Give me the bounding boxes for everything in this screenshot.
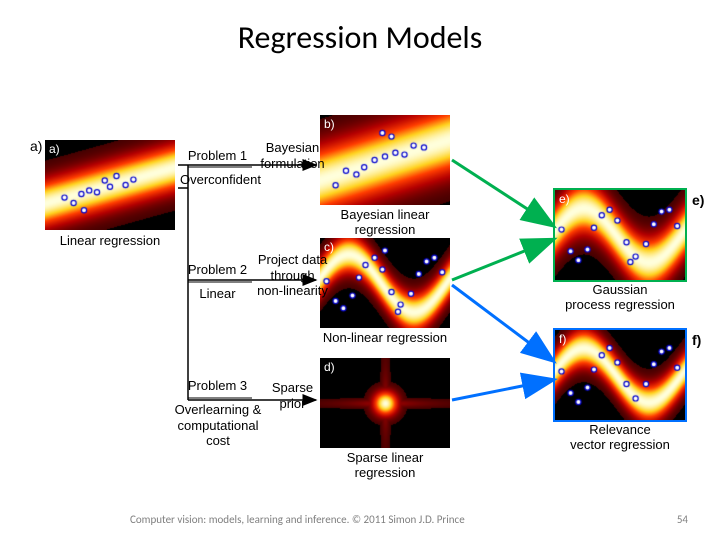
problem-2-title: Problem 2: [180, 262, 255, 278]
panel-a-letter: a): [30, 138, 42, 154]
problem-1-title: Problem 1: [180, 148, 255, 164]
problem-3-issue: Overlearning & computational cost: [168, 402, 268, 449]
footer-citation: Computer vision: models, learning and in…: [130, 513, 465, 526]
panel-f: f): [555, 330, 685, 420]
problem-3-fix: Sparse prior: [255, 380, 330, 411]
problem-2-fix: Project data through non-linearity: [255, 252, 330, 299]
panel-a: a): [45, 140, 175, 230]
panel-b-letter: b): [324, 117, 335, 131]
panel-d-caption: Sparse linear regression: [320, 451, 450, 481]
footer: Computer vision: models, learning and in…: [0, 513, 720, 526]
panel-a-letter: a): [49, 142, 60, 156]
problem-1-fix: Bayesian formulation: [255, 140, 330, 171]
panel-f-letter: f): [692, 332, 701, 348]
panel-b: b): [320, 115, 450, 205]
panel-c-caption: Non-linear regression: [320, 331, 450, 346]
problem-1-issue: Overconfident: [180, 172, 255, 188]
diagram-container: a) a) Linear regression b) Bayesian line…: [0, 0, 720, 540]
panel-e-letter: e): [559, 192, 570, 206]
panel-d: d): [320, 358, 450, 448]
panel-c: c): [320, 238, 450, 328]
panel-e: e): [555, 190, 685, 280]
panel-d-letter: d): [324, 360, 335, 374]
panel-f-letter: f): [559, 332, 566, 346]
footer-page: 54: [677, 513, 688, 526]
problem-3-title: Problem 3: [180, 378, 255, 394]
problem-2-issue: Linear: [180, 286, 255, 302]
panel-b-caption: Bayesian linear regression: [320, 208, 450, 238]
panel-f-caption: Relevance vector regression: [555, 423, 685, 453]
panel-a-caption: Linear regression: [45, 234, 175, 249]
panel-e-caption: Gaussian process regression: [555, 283, 685, 313]
panel-e-letter: e): [692, 192, 704, 208]
